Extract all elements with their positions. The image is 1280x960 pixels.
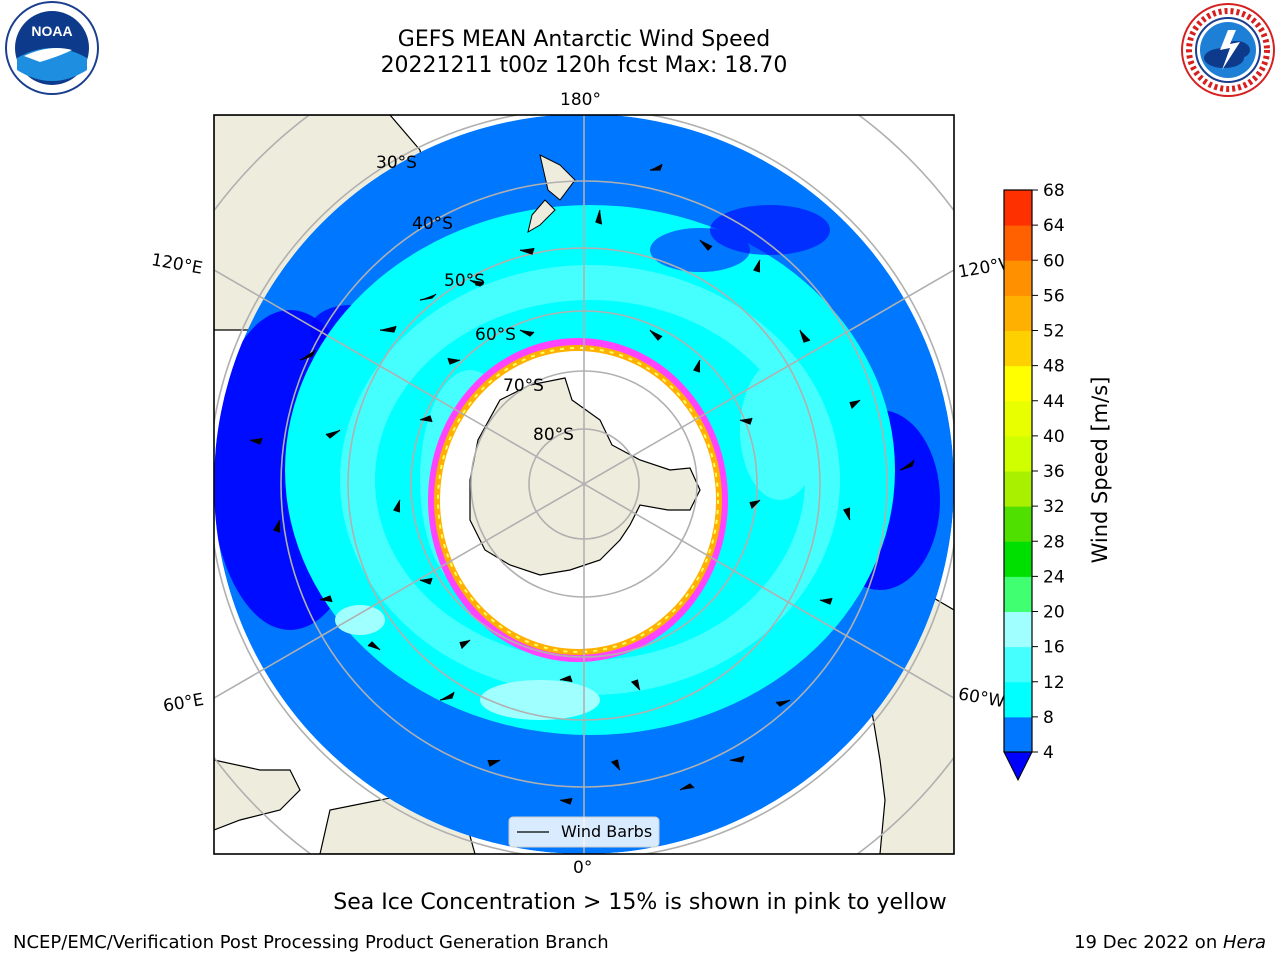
sea-ice-caption: Sea Ice Concentration > 15% is shown in … <box>333 890 947 915</box>
legend-label: Wind Barbs <box>561 822 652 841</box>
colorbar-segment <box>1004 435 1032 472</box>
colorbar-segment <box>1004 646 1032 683</box>
lon-label-60e: 60°E <box>162 690 206 717</box>
colorbar-segment <box>1004 506 1032 542</box>
chart-subtitle: 20221211 t00z 120h fcst Max: 18.70 <box>380 53 788 78</box>
colorbar-tick-label: 24 <box>1043 567 1065 587</box>
colorbar-tick-label: 20 <box>1043 603 1065 623</box>
colorbar-segment <box>1004 365 1032 402</box>
colorbar-segment <box>1004 400 1032 437</box>
map-area: Wind Barbs <box>214 115 954 854</box>
footer-host: Hera <box>1222 932 1266 953</box>
nws-logo <box>1181 3 1275 97</box>
colorbar-tick-label: 48 <box>1043 357 1065 377</box>
colorbar-tick-label: 60 <box>1043 251 1065 271</box>
lon-label-60w: 60°W <box>957 684 1007 712</box>
colorbar-label: Wind Speed [m/s] <box>1088 377 1112 564</box>
colorbar: 68 64 60 56 52 48 44 40 36 32 28 24 20 16 12 8 4 <box>1003 181 1065 782</box>
longitude-grid <box>214 115 954 854</box>
colorbar-tick-label: 44 <box>1043 392 1065 412</box>
colorbar-segment <box>1004 716 1032 753</box>
colorbar-segment <box>1004 260 1032 296</box>
wind-barbs-legend: Wind Barbs <box>508 816 660 848</box>
colorbar-segment <box>1004 190 1032 226</box>
colorbar-segment <box>1004 576 1032 612</box>
lat-label-60: 60°S <box>475 325 516 345</box>
footer-credit: NCEP/EMC/Verification Post Processing Pr… <box>13 932 609 953</box>
colorbar-tick-label: 64 <box>1043 216 1065 236</box>
colorbar-segment <box>1004 295 1032 331</box>
colorbar-tick-label: 56 <box>1043 286 1065 306</box>
lat-label-80: 80°S <box>533 425 574 445</box>
colorbar-tick-label: 36 <box>1043 462 1065 482</box>
colorbar-segment <box>1004 541 1032 577</box>
colorbar-segment <box>1004 471 1032 507</box>
noaa-logo-text: NOAA <box>31 23 72 39</box>
lat-label-50: 50°S <box>444 271 485 291</box>
colorbar-tick-label: 40 <box>1043 427 1065 447</box>
colorbar-tick-label: 16 <box>1043 638 1065 658</box>
new-zealand-land <box>539 154 576 201</box>
lat-label-40: 40°S <box>412 214 453 234</box>
lon-label-120e: 120°E <box>150 250 204 279</box>
colorbar-tick-label: 52 <box>1043 322 1065 342</box>
colorbar-underflow <box>1003 751 1033 782</box>
map-frame <box>213 114 955 855</box>
colorbar-segment <box>1004 330 1032 367</box>
colorbar-tick-label: 32 <box>1043 497 1065 517</box>
footer-date-text: 19 Dec 2022 on <box>1074 932 1223 953</box>
colorbar-tick-label: 28 <box>1043 532 1065 552</box>
colorbar-tick-label: 12 <box>1043 673 1065 693</box>
footer-date: 19 Dec 2022 on Hera <box>1074 932 1266 953</box>
colorbar-tick-label: 8 <box>1043 708 1054 728</box>
lat-label-70: 70°S <box>503 376 544 396</box>
chart-title: GEFS MEAN Antarctic Wind Speed <box>397 27 771 52</box>
colorbar-tick-label: 68 <box>1043 181 1065 201</box>
lat-label-30: 30°S <box>376 153 417 173</box>
latitude-labels: 30°S 40°S 50°S 60°S 70°S 80°S <box>376 153 574 445</box>
colorbar-tick-label: 4 <box>1043 743 1054 763</box>
wind-barbs <box>249 163 915 805</box>
noaa-logo: NOAA <box>5 1 99 95</box>
lon-label-0: 0° <box>573 858 592 878</box>
colorbar-segment <box>1004 611 1032 648</box>
lon-label-180: 180° <box>560 90 601 110</box>
colorbar-segment <box>1004 681 1032 718</box>
colorbar-segment <box>1004 225 1032 261</box>
